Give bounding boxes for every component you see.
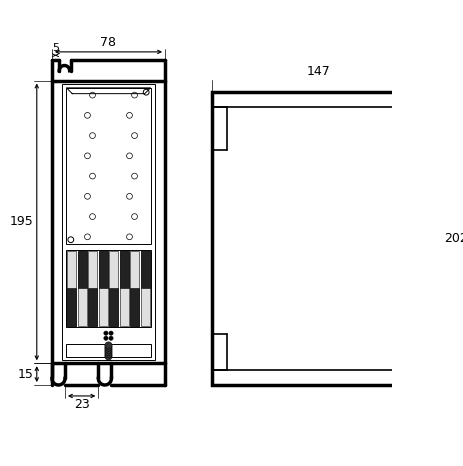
Bar	[130, 251, 139, 326]
Text: 23: 23	[74, 398, 89, 411]
Bar	[62, 83, 155, 360]
Bar	[109, 288, 118, 326]
Circle shape	[109, 331, 113, 336]
Circle shape	[104, 336, 108, 341]
Bar	[140, 251, 150, 326]
Bar	[67, 288, 76, 326]
Bar	[140, 251, 150, 288]
Bar	[212, 92, 424, 385]
Bar	[99, 251, 107, 288]
Bar	[88, 251, 97, 326]
Bar	[66, 250, 150, 327]
Circle shape	[105, 346, 112, 354]
Circle shape	[105, 349, 112, 356]
Circle shape	[105, 353, 112, 360]
Circle shape	[105, 344, 112, 351]
Text: 15: 15	[18, 368, 33, 381]
Text: 78: 78	[100, 35, 116, 48]
Bar	[99, 251, 107, 326]
Circle shape	[105, 350, 112, 358]
Bar	[66, 344, 150, 357]
Bar	[67, 251, 76, 326]
Bar	[78, 251, 87, 326]
Bar	[109, 251, 118, 326]
Text: 195: 195	[10, 215, 33, 228]
Bar	[119, 251, 128, 288]
Text: 5: 5	[52, 43, 59, 53]
Circle shape	[104, 331, 108, 336]
Bar	[78, 251, 87, 288]
Bar	[66, 88, 150, 244]
Bar	[88, 288, 97, 326]
Bar	[130, 288, 139, 326]
Circle shape	[105, 342, 112, 349]
Bar	[119, 251, 128, 326]
Circle shape	[109, 336, 113, 341]
Text: 202: 202	[444, 232, 463, 245]
Text: 147: 147	[306, 65, 330, 78]
